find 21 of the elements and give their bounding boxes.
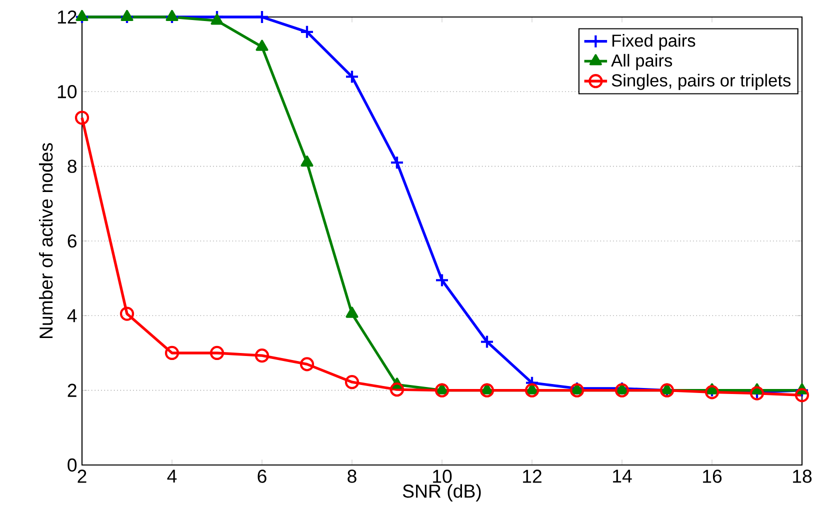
y-tick-label: 8 <box>68 160 76 173</box>
legend-label: All pairs <box>611 54 672 70</box>
x-tick-label: 18 <box>793 470 812 483</box>
y-tick-label: 0 <box>68 458 77 472</box>
y-tick-label: 6 <box>68 234 76 248</box>
y-tick-label: 10 <box>58 85 77 98</box>
y-tick-label: 2 <box>68 384 76 397</box>
x-tick-label: 4 <box>167 470 177 483</box>
x-tick-label: 2 <box>78 470 86 483</box>
legend-label: Fixed pairs <box>612 34 696 50</box>
y-tick-label: 12 <box>58 10 76 24</box>
y-axis-title: Number of active nodes <box>39 143 53 338</box>
x-tick-label: 12 <box>523 470 542 483</box>
y-tick-label: 4 <box>67 309 77 322</box>
x-tick-label: 8 <box>348 470 356 483</box>
x-tick-label: 6 <box>258 470 266 483</box>
x-axis-title: SNR (dB) <box>402 484 481 502</box>
x-tick-label: 16 <box>703 470 722 483</box>
x-tick-label: 14 <box>613 470 632 483</box>
legend-label: Singles, pairs or triplets <box>612 74 791 90</box>
x-tick-label: 10 <box>433 470 452 483</box>
